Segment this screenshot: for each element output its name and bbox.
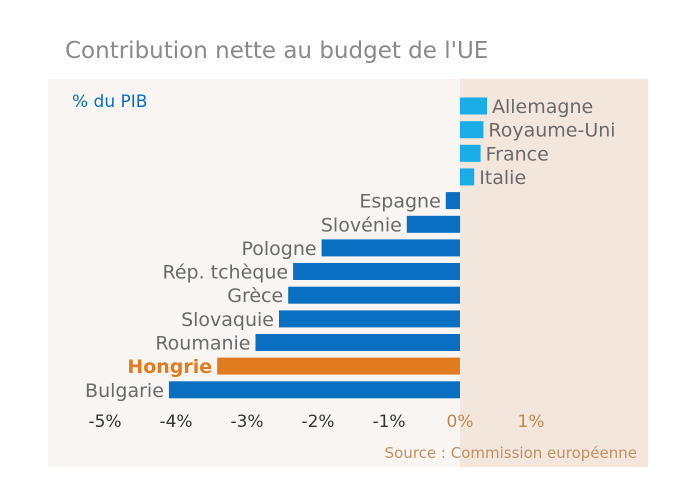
label-slovenie: Slovénie [321, 214, 402, 236]
label-france: France [486, 143, 549, 165]
source-label: Source : Commission européenne [385, 444, 637, 462]
bar-rep-tcheque [293, 263, 460, 280]
label-grece: Grèce [227, 285, 283, 307]
bar-slovaquie [279, 310, 460, 328]
category-labels: AllemagneRoyaume-UniFranceItalieEspagneS… [85, 96, 616, 402]
bar-roumanie [255, 334, 460, 351]
chart-title: Contribution nette au budget de l'UE [65, 38, 489, 64]
label-allemagne: Allemagne [492, 96, 593, 118]
bar-france [460, 144, 481, 162]
label-slovaquie: Slovaquie [181, 309, 274, 331]
bar-pologne [321, 239, 460, 257]
label-royaume-uni: Royaume-Uni [488, 120, 615, 142]
label-rep-tcheque: Rép. tchèque [162, 262, 288, 284]
x-tick-label: -3% [230, 412, 263, 432]
label-bulgarie: Bulgarie [85, 380, 164, 402]
bar-italie [460, 168, 475, 186]
x-axis-ticks: -5% -4% -3% -2% -1% 0% 1% [88, 412, 544, 432]
bar-royaume-uni [460, 121, 484, 139]
label-italie: Italie [479, 167, 526, 189]
x-tick-label: -5% [88, 412, 121, 432]
label-espagne: Espagne [359, 191, 440, 213]
bar-grece [288, 286, 460, 304]
bar-bulgarie [168, 381, 460, 399]
label-hongrie: Hongrie [127, 356, 212, 378]
bar-espagne [445, 192, 460, 210]
bars [168, 97, 487, 399]
positive-zone [460, 79, 648, 467]
label-pologne: Pologne [241, 238, 316, 260]
label-roumanie: Roumanie [155, 333, 250, 355]
x-tick-label: 0% [447, 412, 474, 432]
bar-allemagne [460, 97, 487, 115]
x-tick-label: -1% [372, 412, 405, 432]
bar-slovenie [406, 215, 461, 233]
unit-label: % du PIB [72, 92, 147, 112]
x-tick-label: -2% [301, 412, 334, 432]
bar-hongrie [217, 357, 460, 375]
x-tick-label: 1% [518, 412, 545, 432]
x-tick-label: -4% [159, 412, 192, 432]
